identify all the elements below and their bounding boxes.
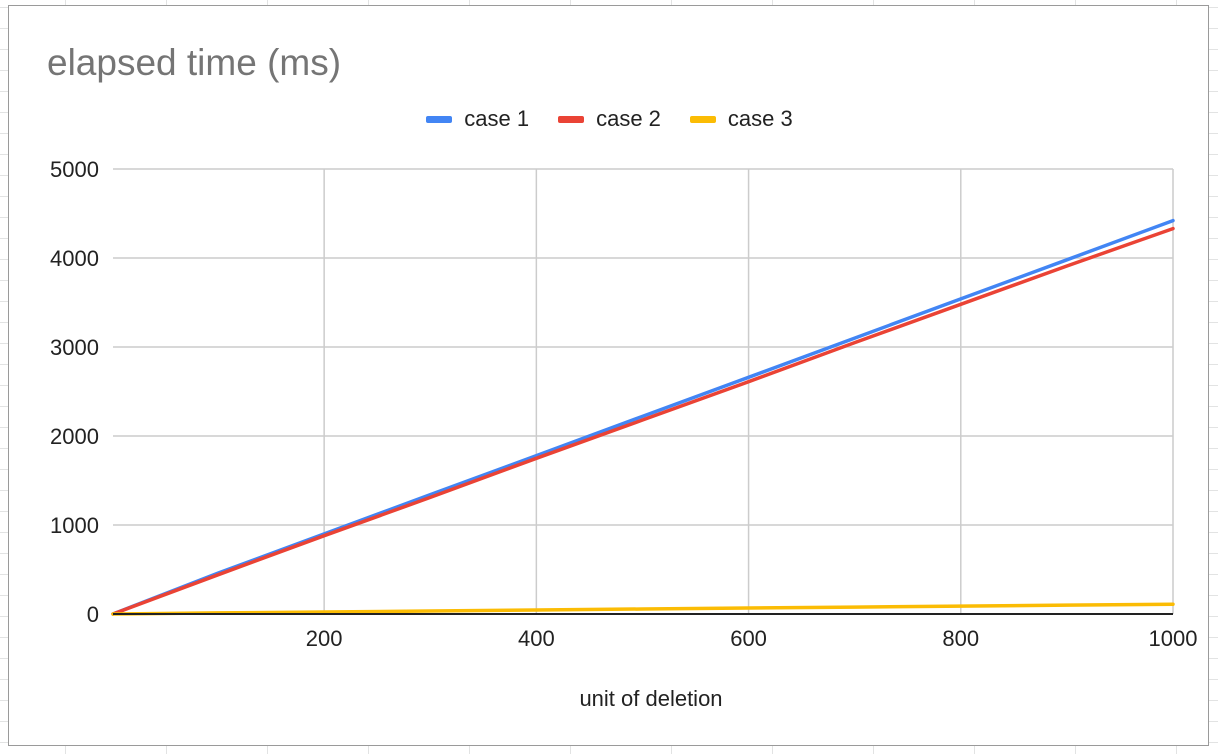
- x-tick-label-200: 200: [306, 626, 343, 651]
- x-axis-tick-labels: 200 400 600 800 1000: [306, 626, 1198, 651]
- legend-swatch-case-3: [689, 115, 716, 123]
- y-axis-tick-labels: 0 1000 2000 3000 4000 5000: [50, 157, 99, 627]
- y-tick-label-4000: 4000: [50, 246, 99, 271]
- legend-label-case-3: case 3: [727, 106, 793, 131]
- y-tick-label-5000: 5000: [50, 157, 99, 182]
- y-tick-label-3000: 3000: [50, 335, 99, 360]
- legend-item-case-3[interactable]: case 3: [620, 106, 793, 132]
- x-tick-label-1000: 1000: [1149, 626, 1198, 651]
- legend-swatch-case-2: [558, 115, 585, 123]
- x-tick-label-600: 600: [730, 626, 767, 651]
- series-lines: [111, 218, 1175, 616]
- legend-swatch-case-1: [426, 115, 453, 123]
- legend-label-case-1: case 1: [464, 106, 530, 131]
- chart-title: elapsed time (ms): [47, 42, 342, 83]
- legend-item-case-1[interactable]: case 1: [426, 106, 529, 132]
- chart-container[interactable]: elapsed time (ms) case 1 case 2 case 3 0…: [8, 5, 1209, 746]
- series-line-case-2[interactable]: [111, 226, 1175, 616]
- x-tick-label-800: 800: [942, 626, 979, 651]
- legend-item-case-2[interactable]: case 2: [488, 106, 661, 132]
- plot-area: 0 1000 2000 3000 4000 5000 200 400 600 800 1000 u…: [50, 157, 1198, 711]
- y-tick-label-1000: 1000: [50, 513, 99, 538]
- grid-lines: [113, 168, 1174, 614]
- x-axis-title: unit of deletion: [579, 686, 722, 711]
- chart-legend: case 1 case 2 case 3: [9, 106, 1210, 132]
- series-line-case-3[interactable]: [111, 602, 1175, 616]
- y-tick-label-0: 0: [87, 602, 99, 627]
- x-tick-label-400: 400: [518, 626, 555, 651]
- y-tick-label-2000: 2000: [50, 424, 99, 449]
- legend-label-case-2: case 2: [596, 106, 661, 131]
